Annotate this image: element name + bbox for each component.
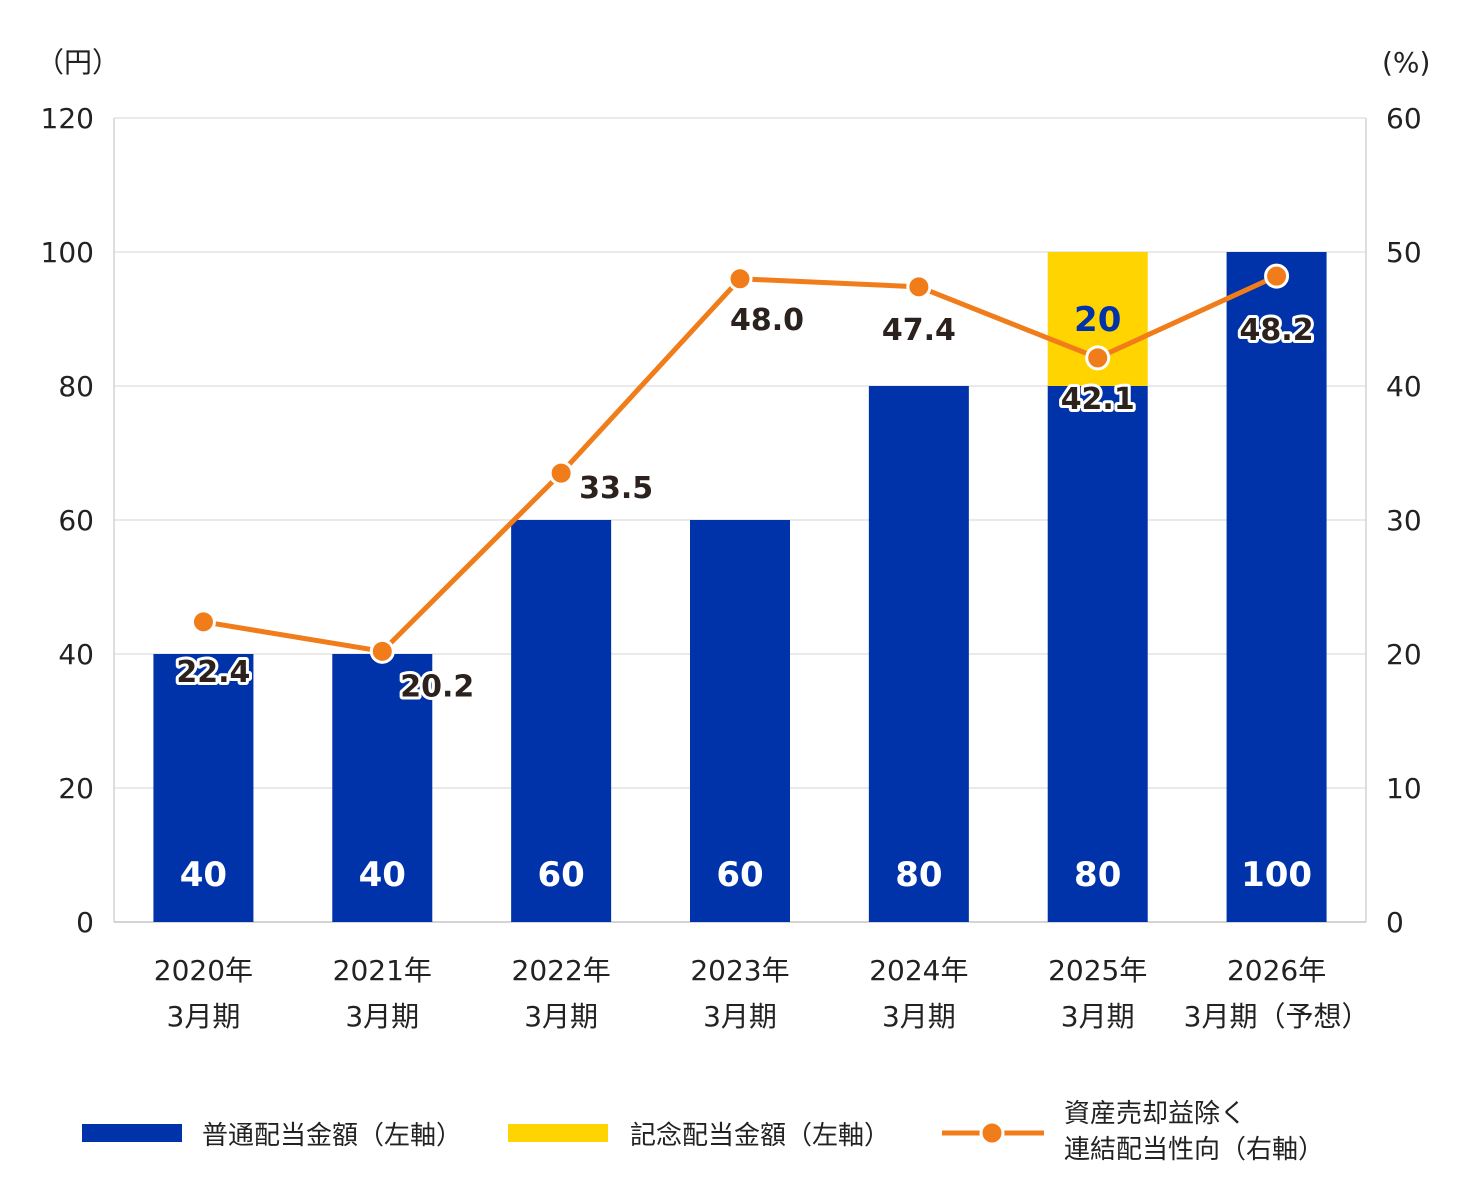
payout-ratio-label: 47.4: [882, 313, 956, 348]
category-label-period: 3月期: [167, 1000, 241, 1033]
right-tick-label: 20: [1386, 638, 1422, 671]
category-label-period: 3月期: [1061, 1000, 1135, 1033]
category-label-year: 2026年: [1227, 954, 1326, 987]
category-labels: 2020年 3月期 2021年 3月期 2022年 3月期 2023年 3月期 2024年 3月期…: [154, 954, 1370, 1033]
payout-ratio-point: [548, 460, 574, 486]
right-tick-label: 30: [1386, 504, 1422, 537]
category-label-year: 2022年: [512, 954, 611, 987]
legend-payout-marker: [979, 1120, 1005, 1146]
payout-ratio-point: [1085, 345, 1111, 371]
left-tick-label: 60: [58, 504, 94, 537]
payout-ratio-label: 42.1: [1061, 382, 1135, 417]
regular-dividend-bar: [511, 520, 612, 922]
category-label-year: 2024年: [869, 954, 968, 987]
regular-dividend-bar: [332, 654, 433, 922]
legend-payout-label-line2: 連結配当性向（右軸）: [1064, 1135, 1324, 1165]
gridlines: [113, 117, 1367, 923]
left-tick-label: 100: [41, 236, 94, 269]
payout-ratio-label: 48.0: [730, 303, 804, 338]
right-axis-unit: (%): [1382, 46, 1430, 79]
regular-dividend-label: 100: [1241, 855, 1312, 895]
category-label-year: 2021年: [333, 954, 432, 987]
category-label-period: 3月期: [703, 1000, 777, 1033]
regular-dividend-label: 80: [1074, 855, 1121, 895]
payout-ratio-label: 20.2: [400, 669, 474, 704]
left-tick-label: 0: [76, 906, 94, 939]
regular-dividend-bar: [868, 386, 969, 922]
regular-dividend-label: 60: [716, 855, 763, 895]
regular-dividend-label: 40: [180, 855, 227, 895]
left-tick-label: 40: [58, 638, 94, 671]
payout-ratio-label: 22.4: [176, 655, 250, 690]
regular-dividend-label: 40: [359, 855, 406, 895]
regular-dividend-bar: [153, 654, 254, 922]
left-tick-label: 80: [58, 370, 94, 403]
axis-ticks: 0 0 20 10 40 20 60 30 80 40 100 50 120 60: [41, 102, 1422, 939]
right-tick-label: 0: [1386, 906, 1404, 939]
left-axis-unit: （円）: [36, 46, 120, 79]
legend-commemorative-label: 記念配当金額（左軸）: [630, 1121, 890, 1151]
payout-ratio-label: 33.5: [579, 471, 653, 506]
legend-payout-label-line1: 資産売却益除く: [1064, 1099, 1246, 1129]
right-tick-label: 50: [1386, 236, 1422, 269]
category-label-period: 3月期（予想）: [1184, 1000, 1370, 1033]
legend-regular-swatch: [82, 1124, 182, 1142]
category-label-year: 2025年: [1048, 954, 1147, 987]
payout-ratio-label: 48.2: [1240, 313, 1314, 348]
regular-dividend-label: 60: [537, 855, 584, 895]
category-label-year: 2023年: [690, 954, 789, 987]
regular-dividend-bar: [1226, 252, 1327, 922]
payout-ratio-point: [906, 274, 932, 300]
bars: [153, 252, 1327, 922]
data-labels: 40 40 60 60 80 80 20 100 22.4 20.2 33.5 48.0 47.4 42.…: [173, 300, 1316, 895]
legend-regular-label: 普通配当金額（左軸）: [202, 1121, 462, 1151]
category-label-period: 3月期: [345, 1000, 419, 1033]
category-label-year: 2020年: [154, 954, 253, 987]
legend-commemorative-swatch: [508, 1124, 608, 1142]
regular-dividend-bar: [690, 520, 790, 922]
payout-ratio-point: [369, 638, 395, 664]
payout-ratio-line: [190, 263, 1290, 664]
regular-dividend-bar: [1047, 386, 1148, 922]
payout-ratio-point: [727, 266, 753, 292]
right-tick-label: 40: [1386, 370, 1422, 403]
payout-ratio-point: [1264, 263, 1290, 289]
right-tick-label: 10: [1386, 772, 1422, 805]
payout-ratio-point: [190, 609, 216, 635]
left-tick-label: 20: [58, 772, 94, 805]
right-tick-label: 60: [1386, 102, 1422, 135]
left-tick-label: 120: [41, 102, 94, 135]
category-label-period: 3月期: [882, 1000, 956, 1033]
regular-dividend-label: 80: [895, 855, 942, 895]
commemorative-dividend-label: 20: [1074, 300, 1121, 340]
category-label-period: 3月期: [524, 1000, 598, 1033]
